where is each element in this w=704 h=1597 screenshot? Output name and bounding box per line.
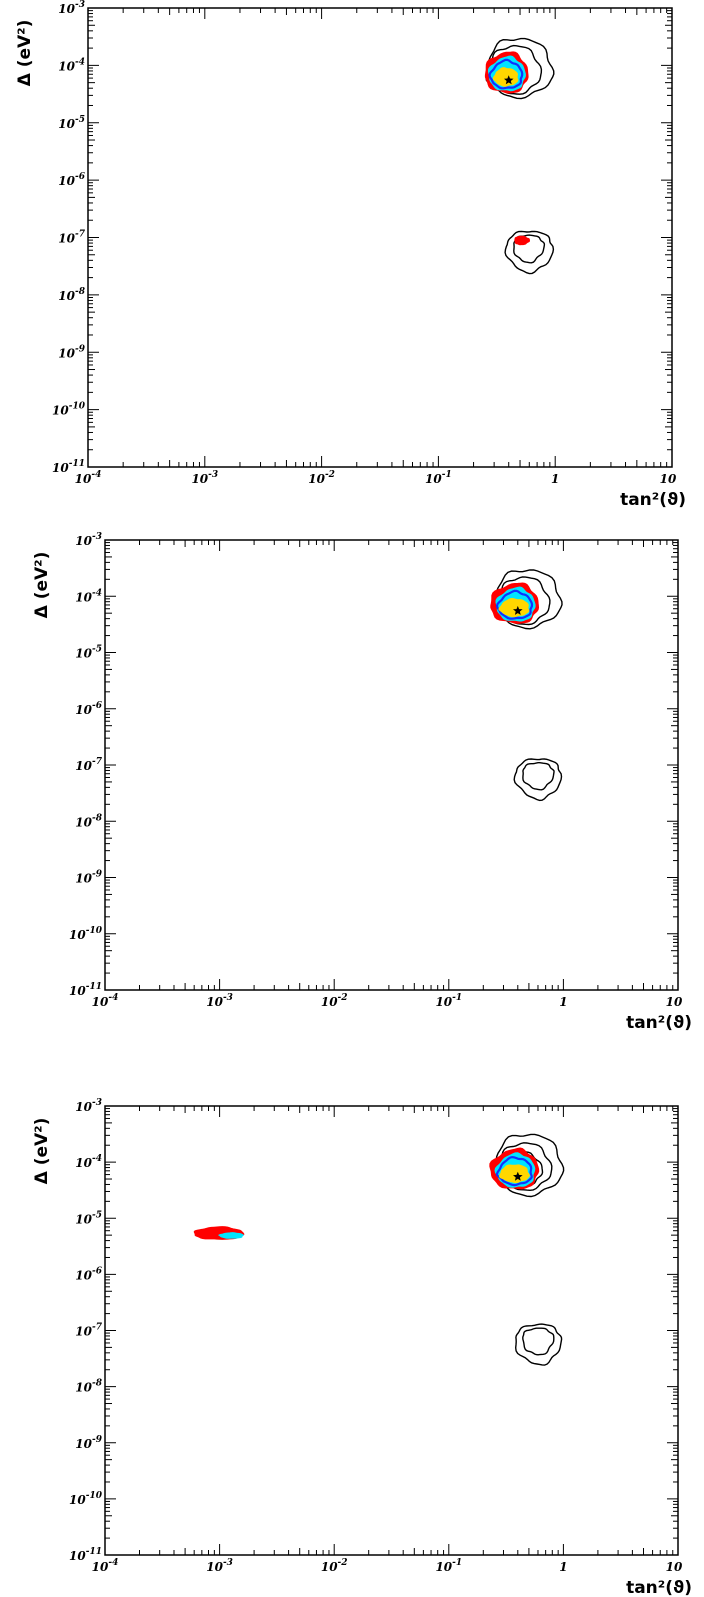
x-tick-label: 10-3 [206, 993, 233, 1009]
x-tick-label: 10-3 [191, 470, 218, 486]
y-tick-label: 10-9 [58, 344, 85, 360]
x-tick-label: 10 [660, 472, 677, 486]
x-tick-label: 1 [559, 1560, 567, 1574]
x-tick-label: 10-4 [92, 1558, 119, 1574]
ticks [87, 8, 672, 468]
x-tick-label: 1 [551, 472, 559, 486]
y-tick-label: 10-7 [75, 1323, 102, 1339]
y-tick-label: 10-8 [58, 287, 85, 303]
x-tick-label: 10 [666, 995, 683, 1009]
y-tick-label: 10-11 [69, 982, 102, 998]
best-fit-marker [513, 1171, 523, 1181]
region-black-8 [522, 1327, 555, 1356]
regions [484, 37, 555, 275]
y-tick-label: 10-7 [58, 230, 85, 246]
regions [193, 1133, 565, 1366]
y-tick-label: 10-8 [75, 813, 102, 829]
regions [490, 569, 563, 802]
y-tick-label: 10-5 [75, 645, 102, 661]
y-axis-title: Δ (eV²) [32, 552, 52, 619]
best-fit-marker [513, 605, 523, 615]
panel-middle: 10-4 10-3 10-2 10-1 1 1010-1110-1010-910-810-… [32, 532, 692, 1033]
x-axis-title: tan²(ϑ) [620, 490, 686, 510]
region-blue-4 [488, 58, 524, 90]
x-tick-label: 1 [559, 995, 567, 1009]
y-tick-label: 10-6 [75, 701, 102, 717]
y-tick-label: 10-10 [52, 402, 86, 418]
x-tick-label: 10-2 [308, 470, 335, 486]
y-tick-label: 10-4 [75, 588, 102, 604]
y-tick-label: 10-9 [75, 1435, 102, 1451]
x-tick-label: 10-1 [435, 1558, 462, 1574]
x-tick-label: 10-3 [206, 1558, 233, 1574]
ticks [104, 540, 678, 991]
y-tick-label: 10-7 [75, 757, 102, 773]
region-red-8 [514, 235, 531, 246]
panel-bottom: 10-4 10-3 10-2 10-1 1 1010-1110-1010-910-810-… [32, 1098, 692, 1597]
ticks [104, 1106, 678, 1556]
plot-frame [104, 539, 679, 991]
region-yellow-5 [498, 597, 530, 618]
panel-top: 10-4 10-3 10-2 10-1 1 1010-1110-1010-910-810-… [15, 0, 686, 510]
region-blue-4 [495, 589, 534, 620]
region-blue-5 [495, 1155, 533, 1187]
region-black-7 [514, 1323, 563, 1366]
best-fit-marker [504, 75, 514, 85]
y-tick-label: 10-3 [75, 532, 102, 548]
y-tick-label: 10-11 [52, 459, 85, 475]
x-tick-label: 10-1 [435, 993, 462, 1009]
y-tick-label: 10-8 [75, 1379, 102, 1395]
y-tick-label: 10-3 [75, 1098, 102, 1114]
region-black-7 [513, 234, 546, 264]
plot-frame [104, 1105, 679, 1556]
y-tick-label: 10-6 [58, 172, 85, 188]
region-black-7 [522, 762, 555, 791]
y-axis-title: Δ (eV²) [32, 1118, 52, 1185]
y-tick-label: 10-5 [58, 115, 85, 131]
x-axis-title: tan²(ϑ) [626, 1013, 692, 1033]
region-cyan-10 [218, 1232, 244, 1239]
y-tick-label: 10-9 [75, 870, 102, 886]
x-tick-label: 10-4 [92, 993, 119, 1009]
x-tick-label: 10-4 [75, 470, 102, 486]
y-tick-label: 10-4 [75, 1154, 102, 1170]
x-tick-label: 10-1 [425, 470, 452, 486]
y-axis-title: Δ (eV²) [15, 20, 35, 87]
y-tick-label: 10-10 [69, 1491, 103, 1507]
y-tick-label: 10-3 [58, 0, 85, 16]
region-yellow-6 [498, 1164, 530, 1184]
plot-frame [87, 7, 673, 468]
x-axis-title: tan²(ϑ) [626, 1578, 692, 1597]
x-tick-label: 10-2 [321, 993, 348, 1009]
x-tick-label: 10 [666, 1560, 683, 1574]
region-yellow-5 [492, 67, 519, 87]
region-black-6 [504, 230, 555, 275]
y-tick-label: 10-11 [69, 1547, 102, 1563]
y-tick-label: 10-4 [58, 57, 85, 73]
y-tick-label: 10-6 [75, 1266, 102, 1282]
x-tick-label: 10-2 [321, 1558, 348, 1574]
y-tick-label: 10-5 [75, 1210, 102, 1226]
y-tick-label: 10-10 [69, 926, 103, 942]
region-black-6 [513, 758, 563, 802]
